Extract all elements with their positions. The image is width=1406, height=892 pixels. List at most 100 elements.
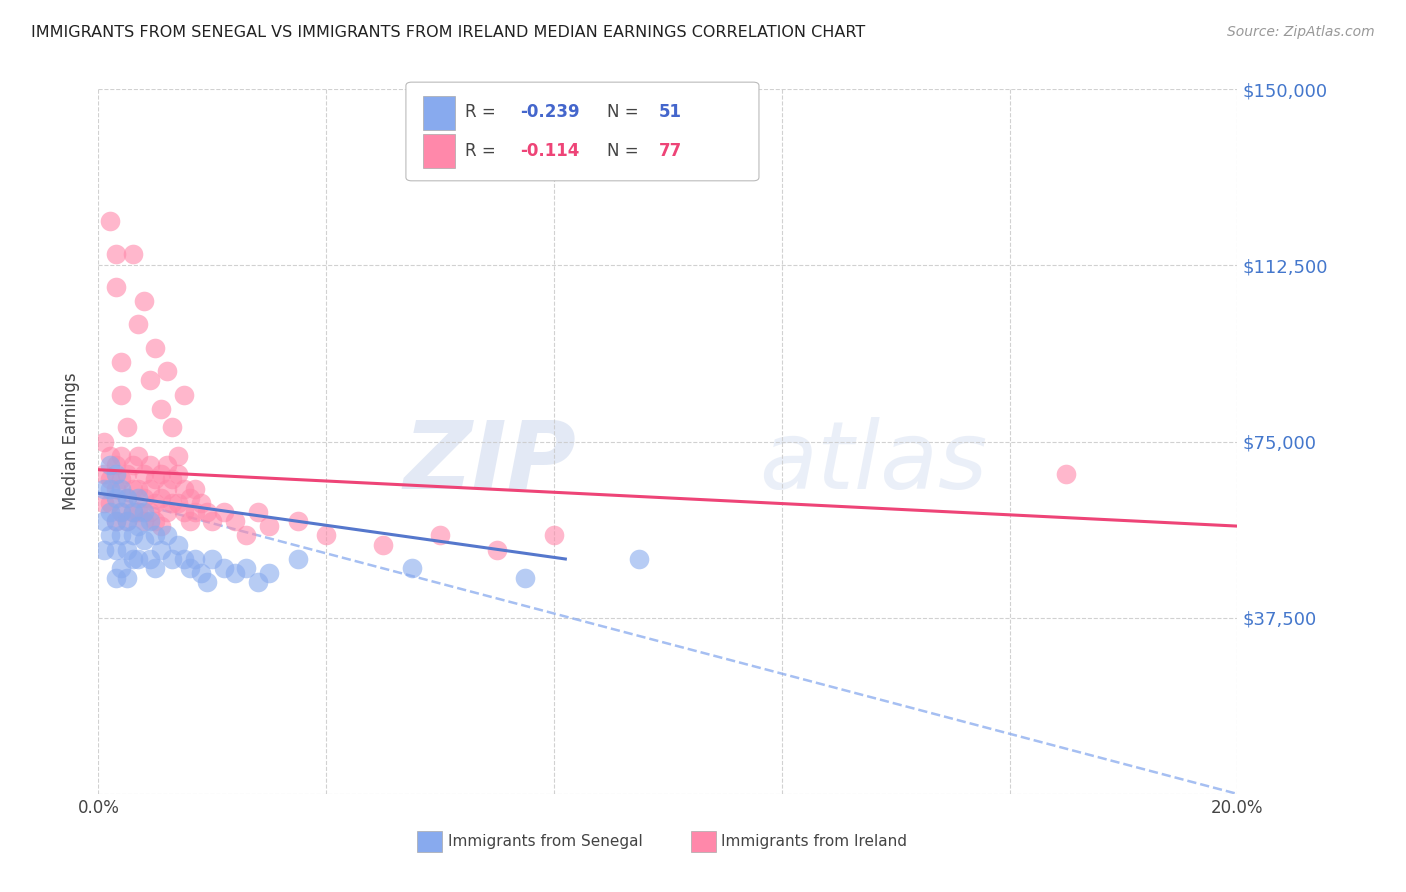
Point <box>184 552 207 566</box>
Point <box>190 495 212 509</box>
Point <box>259 519 281 533</box>
Point <box>190 566 212 580</box>
Bar <box>418 830 443 852</box>
Point <box>121 552 143 566</box>
Point <box>201 552 224 566</box>
Point <box>93 515 115 529</box>
Point <box>104 246 127 260</box>
Point <box>162 420 184 434</box>
Point <box>138 505 160 519</box>
Point <box>93 482 115 496</box>
Point <box>115 420 138 434</box>
Point <box>212 505 235 519</box>
Point <box>98 449 121 463</box>
Point <box>246 575 269 590</box>
Point <box>486 542 509 557</box>
Text: 51: 51 <box>659 103 682 121</box>
Point <box>145 515 167 529</box>
Point <box>98 213 121 227</box>
Point <box>150 542 173 557</box>
Point <box>173 505 195 519</box>
Point <box>246 505 269 519</box>
Point <box>110 482 132 496</box>
Text: -0.239: -0.239 <box>520 103 579 121</box>
Point <box>212 561 235 575</box>
Point <box>173 552 195 566</box>
Point <box>195 575 218 590</box>
Point <box>127 552 149 566</box>
Point <box>315 528 337 542</box>
Point <box>156 458 179 472</box>
Point <box>98 472 121 486</box>
Point <box>145 495 167 509</box>
Point <box>115 515 138 529</box>
Point <box>184 505 207 519</box>
Text: Source: ZipAtlas.com: Source: ZipAtlas.com <box>1227 25 1375 39</box>
Point <box>98 505 121 519</box>
Point <box>121 246 143 260</box>
Point <box>224 515 246 529</box>
Point <box>401 561 423 575</box>
Bar <box>423 135 456 168</box>
Point <box>138 552 160 566</box>
Point <box>110 505 132 519</box>
Point <box>287 515 309 529</box>
Point <box>121 505 143 519</box>
Point <box>162 552 184 566</box>
Point <box>104 542 127 557</box>
Point <box>104 458 127 472</box>
Point <box>104 571 127 585</box>
Text: 77: 77 <box>659 142 682 160</box>
Point <box>184 482 207 496</box>
Text: R =: R = <box>465 103 501 121</box>
Text: Immigrants from Ireland: Immigrants from Ireland <box>721 834 907 848</box>
Point <box>145 561 167 575</box>
Point <box>138 374 160 388</box>
Point <box>104 491 127 505</box>
Point <box>110 505 132 519</box>
Point <box>115 515 138 529</box>
Point <box>104 515 127 529</box>
Text: -0.114: -0.114 <box>520 142 579 160</box>
Point <box>132 293 155 308</box>
Point <box>150 401 173 416</box>
Point <box>132 491 155 505</box>
Point <box>167 538 190 552</box>
Point <box>93 542 115 557</box>
Point <box>115 491 138 505</box>
Point <box>93 467 115 482</box>
Point <box>138 515 160 529</box>
Point <box>115 571 138 585</box>
Y-axis label: Median Earnings: Median Earnings <box>62 373 80 510</box>
Point <box>145 341 167 355</box>
Point <box>287 552 309 566</box>
Point <box>104 279 127 293</box>
Point <box>110 387 132 401</box>
Point <box>104 482 127 496</box>
Point <box>373 538 395 552</box>
Point <box>145 528 167 542</box>
Point <box>110 449 132 463</box>
Point <box>173 482 195 496</box>
Point <box>156 364 179 378</box>
Point <box>132 505 155 519</box>
Point <box>132 515 155 529</box>
Text: IMMIGRANTS FROM SENEGAL VS IMMIGRANTS FROM IRELAND MEDIAN EARNINGS CORRELATION C: IMMIGRANTS FROM SENEGAL VS IMMIGRANTS FR… <box>31 25 865 40</box>
Point <box>98 528 121 542</box>
Point <box>104 515 127 529</box>
Point <box>104 467 127 482</box>
Point <box>127 317 149 331</box>
Point <box>156 528 179 542</box>
Point <box>110 472 132 486</box>
Point <box>1056 467 1078 482</box>
Point <box>138 482 160 496</box>
Point <box>98 482 121 496</box>
Point <box>110 354 132 368</box>
Point <box>162 472 184 486</box>
Point <box>115 542 138 557</box>
Point <box>167 495 190 509</box>
Point <box>195 505 218 519</box>
Point <box>110 561 132 575</box>
Point <box>150 467 173 482</box>
Point <box>110 528 132 542</box>
